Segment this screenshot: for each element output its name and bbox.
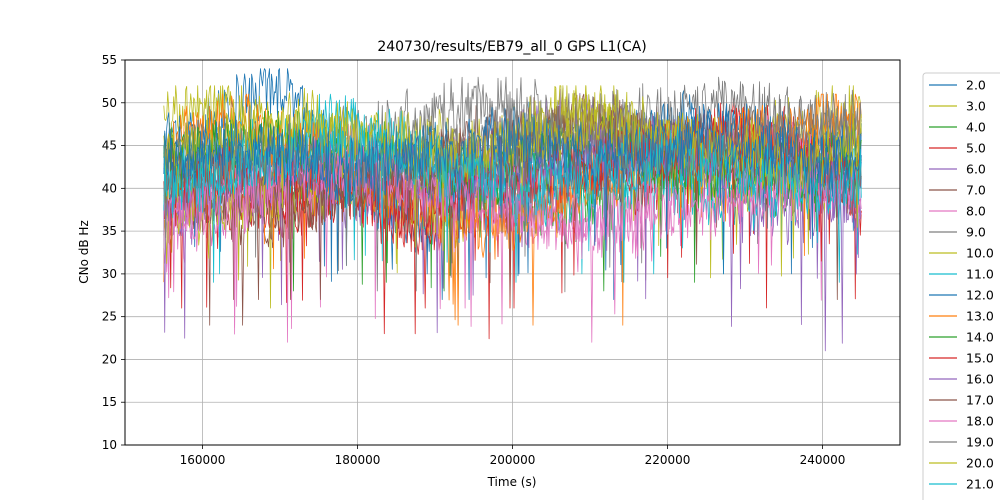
y-tick-label: 55 bbox=[102, 53, 117, 67]
legend-label: 13.0 bbox=[966, 309, 994, 324]
legend-label: 20.0 bbox=[966, 456, 994, 471]
chart-title: 240730/results/EB79_all_0 GPS L1(CA) bbox=[377, 39, 646, 55]
x-tick-label: 220000 bbox=[645, 453, 691, 467]
legend-label: 3.0 bbox=[966, 99, 986, 114]
legend-label: 16.0 bbox=[966, 372, 994, 387]
legend-label: 14.0 bbox=[966, 330, 994, 345]
y-tick-label: 20 bbox=[102, 352, 117, 366]
y-axis-label: CNo dB Hz bbox=[77, 220, 91, 284]
y-tick-label: 30 bbox=[102, 267, 117, 281]
legend-label: 7.0 bbox=[966, 183, 986, 198]
y-tick-label: 35 bbox=[102, 224, 117, 238]
axis-ticks: 160000 180000 200000 220000 240000 10 15 20 25 30… bbox=[102, 53, 846, 467]
legend-label: 5.0 bbox=[966, 141, 986, 156]
legend-label: 8.0 bbox=[966, 204, 986, 219]
legend-label: 21.0 bbox=[966, 477, 994, 492]
x-tick-label: 200000 bbox=[490, 453, 536, 467]
legend-label: 4.0 bbox=[966, 120, 986, 135]
y-tick-label: 50 bbox=[102, 96, 117, 110]
legend-label: 15.0 bbox=[966, 351, 994, 366]
series-lines bbox=[163, 68, 862, 352]
series-line-20-0 bbox=[163, 87, 862, 277]
x-tick-label: 180000 bbox=[335, 453, 381, 467]
series-line-22-0 bbox=[163, 103, 862, 271]
legend-label: 18.0 bbox=[966, 414, 994, 429]
x-axis-label: Time (s) bbox=[487, 475, 537, 489]
legend-label: 11.0 bbox=[966, 267, 994, 282]
legend-label: 17.0 bbox=[966, 393, 994, 408]
x-tick-label: 160000 bbox=[180, 453, 226, 467]
legend-label: 10.0 bbox=[966, 246, 994, 261]
series-line-13-0 bbox=[163, 93, 862, 326]
y-tick-label: 10 bbox=[102, 438, 117, 452]
legend-label: 12.0 bbox=[966, 288, 994, 303]
legend: 2.0 3.0 4.0 5.0 6.0 7.0 8.0 9.0 10.0 11.0 12.0 13.0… bbox=[922, 72, 1000, 500]
legend-label: 19.0 bbox=[966, 435, 994, 450]
legend-label: 6.0 bbox=[966, 162, 986, 177]
y-tick-label: 45 bbox=[102, 139, 117, 153]
y-tick-label: 40 bbox=[102, 181, 117, 195]
legend-label: 9.0 bbox=[966, 225, 986, 240]
y-tick-label: 25 bbox=[102, 310, 117, 324]
legend-label: 2.0 bbox=[966, 78, 986, 93]
legend-label: 22.0 bbox=[966, 498, 994, 500]
legend-frame bbox=[922, 72, 1000, 500]
y-tick-label: 15 bbox=[102, 395, 117, 409]
x-tick-label: 240000 bbox=[800, 453, 846, 467]
